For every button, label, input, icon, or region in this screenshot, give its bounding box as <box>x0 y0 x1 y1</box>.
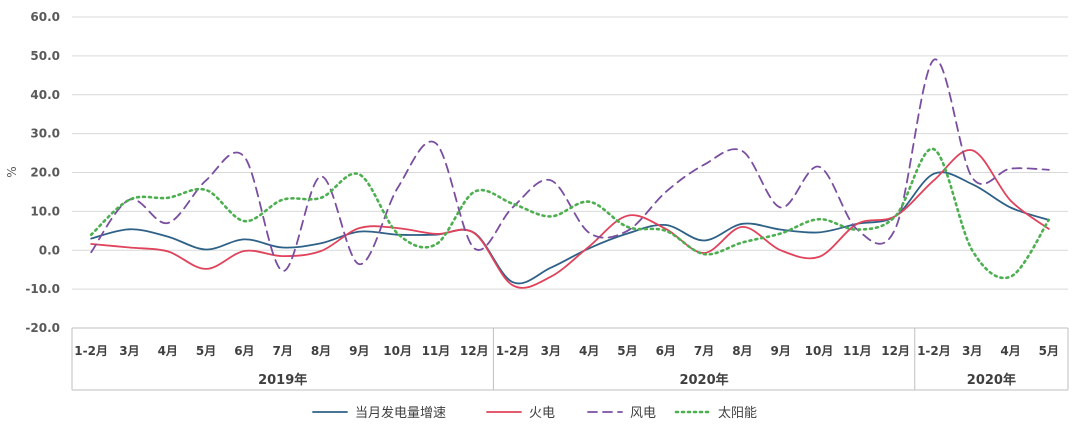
y-tick-label: 10.0 <box>30 204 60 218</box>
x-tick-label: 4月 <box>579 344 599 358</box>
x-tick-label: 1-2月 <box>74 344 108 358</box>
x-group-label: 2020年 <box>967 372 1016 388</box>
y-tick-label: 40.0 <box>30 88 60 102</box>
x-tick-label: 5月 <box>196 344 216 358</box>
legend-label-2: 风电 <box>630 406 656 421</box>
y-axis-label: % <box>5 166 19 177</box>
gridlines <box>72 16 1068 329</box>
x-tick-label: 7月 <box>273 344 293 358</box>
x-axis: 1-2月 3月 4月 5月 6月 7月 8月 9月 10月 11月 12月 1-2月 3月 4月 5月 6月 7… <box>71 327 1069 391</box>
x-tick-label: 6月 <box>656 344 676 358</box>
y-tick-label: 50.0 <box>30 49 60 63</box>
x-tick-label: 9月 <box>349 344 369 358</box>
y-tick-label: -10.0 <box>25 282 60 296</box>
x-tick-label: 3月 <box>119 344 139 358</box>
series-line-1 <box>90 149 1050 289</box>
x-tick-label: 12月 <box>460 344 489 358</box>
y-tick-label: 60.0 <box>30 10 60 24</box>
legend: 当月发电量增速 火电 风电 太阳能 <box>312 405 757 421</box>
x-tick-label: 9月 <box>771 344 791 358</box>
x-tick-label: 4月 <box>158 344 178 358</box>
series-line-3 <box>89 147 1051 280</box>
x-group-label: 2019年 <box>258 372 307 388</box>
x-tick-label: 8月 <box>311 344 331 358</box>
x-tick-label: 7月 <box>694 344 714 358</box>
y-tick-label: 30.0 <box>30 127 60 141</box>
legend-label-0: 当月发电量增速 <box>355 405 446 421</box>
legend-label-1: 火电 <box>529 406 555 421</box>
x-tick-label: 1-2月 <box>496 344 530 358</box>
x-tick-label: 3月 <box>962 344 982 358</box>
x-group-label: 2020年 <box>679 372 728 388</box>
legend-label-3: 太阳能 <box>718 406 757 421</box>
x-tick-label: 6月 <box>234 344 254 358</box>
x-tick-label: 11月 <box>843 344 872 358</box>
x-tick-label: 12月 <box>881 344 910 358</box>
series-line-2 <box>90 58 1050 272</box>
y-tick-label: -20.0 <box>25 321 60 335</box>
x-tick-label: 5月 <box>1039 344 1059 358</box>
x-tick-label: 10月 <box>383 344 412 358</box>
x-tick-label: 11月 <box>422 344 451 358</box>
series-lines <box>89 58 1051 289</box>
x-tick-label: 4月 <box>1000 344 1020 358</box>
x-tick-label: 10月 <box>805 344 834 358</box>
x-tick-label: 5月 <box>617 344 637 358</box>
y-tick-label: 0.0 <box>39 243 60 257</box>
x-tick-label: 8月 <box>732 344 752 358</box>
x-tick-label: 3月 <box>541 344 561 358</box>
y-axis-ticks: 60.0 50.0 40.0 30.0 20.0 10.0 0.0 -10.0 -20.0 <box>25 10 60 335</box>
y-tick-label: 20.0 <box>30 166 60 180</box>
x-tick-label: 1-2月 <box>917 344 951 358</box>
